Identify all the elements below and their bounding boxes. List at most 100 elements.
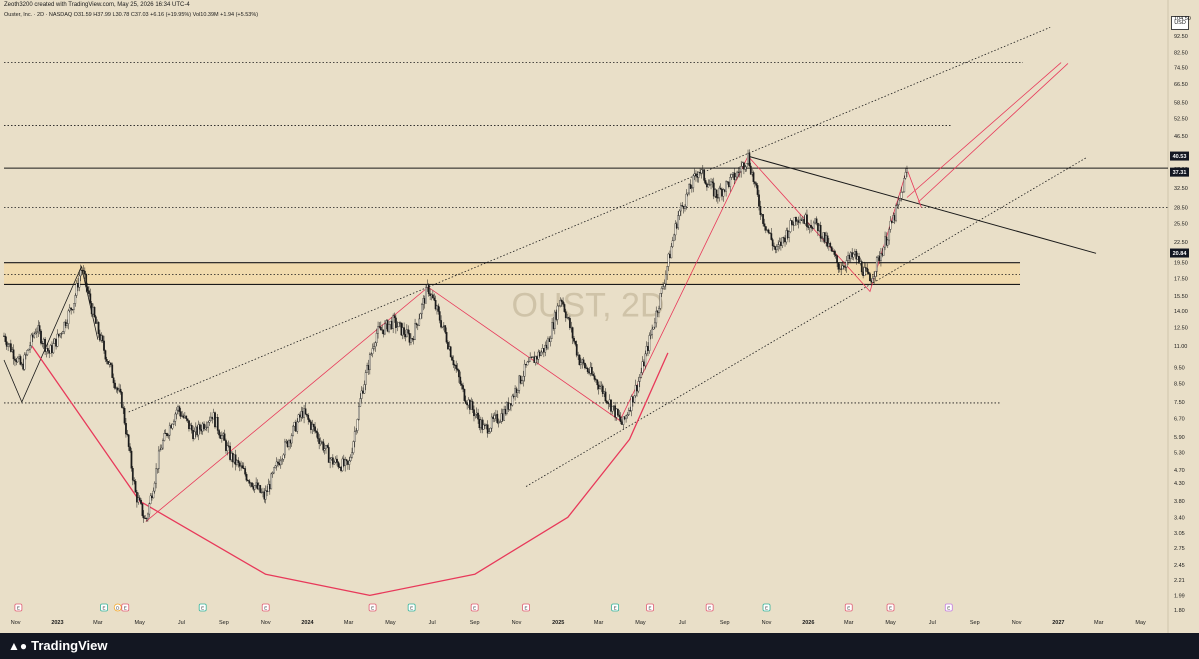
candle-body [745, 163, 748, 168]
event-marker-label: E [264, 606, 267, 611]
candle-body [192, 430, 194, 440]
candle-body [619, 416, 622, 422]
candle-body [151, 495, 153, 499]
candle-body [201, 423, 204, 432]
candle-body [759, 206, 762, 215]
candle-body [133, 480, 136, 482]
candle-body [73, 303, 75, 310]
y-tick-label: 66.50 [1174, 82, 1188, 88]
candle-body [688, 184, 690, 194]
candle-body [371, 348, 374, 354]
candle-body [904, 172, 907, 179]
candle-body [571, 327, 574, 339]
candle-body [611, 406, 614, 412]
candle-body [836, 255, 838, 263]
candle-body [570, 327, 573, 329]
candle-body [377, 326, 379, 334]
candle-body [834, 254, 837, 256]
candle-body [104, 350, 107, 360]
candle-body [262, 491, 264, 493]
candle-body [418, 318, 421, 326]
candle-body [474, 414, 477, 417]
candle-body [53, 338, 56, 344]
candle-body [294, 422, 297, 432]
candle-body [851, 252, 854, 258]
candle-body [222, 433, 225, 436]
candle-body [297, 414, 300, 422]
candle-body [392, 315, 395, 329]
candle-body [714, 189, 717, 197]
candle-body [249, 482, 252, 484]
candle-body [12, 349, 15, 360]
currency-label[interactable]: USD [1171, 16, 1189, 30]
y-tick-label: 8.50 [1174, 382, 1185, 388]
candle-body [74, 295, 77, 304]
candle-body [252, 486, 255, 490]
y-tick-label: 3.40 [1174, 515, 1185, 521]
candle-body [284, 441, 286, 456]
candle-body [467, 399, 470, 406]
candle-body [780, 241, 782, 246]
candle-body [899, 198, 901, 201]
candle-body [534, 356, 537, 363]
candle-body [171, 423, 174, 429]
candle-body [648, 335, 651, 351]
candle-body [301, 411, 304, 418]
candle-body [445, 332, 448, 343]
candle-body [723, 189, 726, 192]
candle-body [541, 348, 544, 353]
candle-body [758, 194, 760, 207]
candle-body [754, 181, 756, 184]
candle-body [384, 323, 386, 335]
candle-body [747, 153, 749, 164]
candle-body [625, 415, 627, 420]
candle-body [18, 356, 20, 359]
tradingview-logo-icon: ▲● [8, 639, 28, 653]
candle-body [575, 344, 578, 356]
candle-body [162, 440, 164, 449]
candle-body [600, 385, 603, 387]
price-chart[interactable]: OUST, 2D 104.50 92.50 82.50 74.50 66.50 58.50 5… [0, 0, 1199, 633]
candle-body [382, 329, 385, 335]
candle-body [749, 165, 752, 175]
candle-body [90, 303, 93, 315]
candle-body [814, 218, 817, 224]
candle-body [26, 350, 29, 355]
candle-body [633, 395, 636, 403]
candle-body [664, 274, 667, 285]
candle-body [482, 424, 485, 430]
candle-body [473, 409, 475, 417]
candle-body [888, 229, 891, 241]
candle-body [92, 307, 94, 315]
candle-body [629, 410, 632, 412]
tradingview-logo[interactable]: ▲● TradingView [8, 638, 107, 653]
y-tick-label: 82.50 [1174, 50, 1188, 56]
candle-body [804, 214, 807, 224]
candle-body [764, 226, 767, 231]
candle-body [356, 419, 359, 431]
candle-body [336, 458, 338, 463]
candle-body [248, 480, 251, 484]
candle-body [190, 425, 193, 431]
x-tick-label: Mar [594, 620, 604, 626]
y-tick-label: 3.05 [1174, 531, 1185, 537]
candle-body [45, 348, 48, 352]
brand-name: TradingView [31, 638, 108, 653]
candle-body [94, 316, 97, 324]
candle-body [729, 177, 732, 187]
candle-body [496, 413, 499, 423]
candle-body [711, 181, 714, 184]
candle-body [434, 300, 437, 310]
candle-body [581, 359, 584, 363]
candle-body [614, 405, 616, 418]
candle-body [486, 424, 489, 434]
candle-body [264, 490, 267, 500]
candle-body [211, 416, 214, 420]
candle-body [854, 251, 856, 255]
candle-body [880, 253, 882, 261]
candle-body [766, 229, 769, 231]
candle-body [152, 490, 155, 499]
candle-body [63, 321, 66, 332]
candle-body [751, 172, 754, 175]
candle-body [885, 236, 888, 246]
